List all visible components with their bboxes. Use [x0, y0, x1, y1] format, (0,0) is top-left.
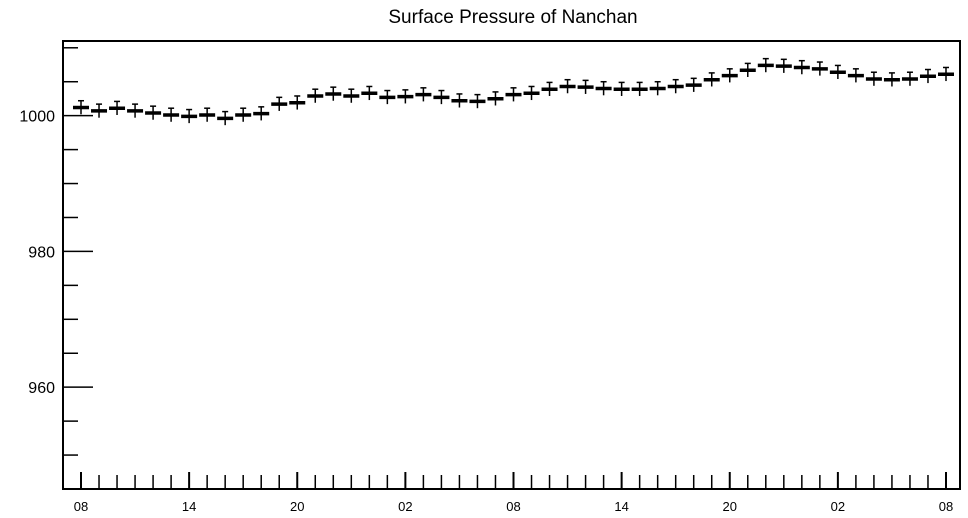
data-point [235, 107, 252, 122]
data-point [379, 89, 396, 105]
data-point [541, 81, 558, 96]
data-point [181, 108, 198, 124]
data-point [163, 107, 180, 122]
data-point [739, 62, 756, 77]
x-tick-label: 02 [398, 499, 412, 514]
data-point [631, 81, 648, 96]
data-point [343, 88, 360, 103]
data-point [145, 105, 162, 120]
data-point [865, 71, 882, 86]
x-tick-label: 08 [506, 499, 520, 514]
data-point [703, 72, 720, 87]
data-point [415, 87, 432, 102]
data-point [613, 81, 630, 96]
x-tick-label: 08 [939, 499, 953, 514]
data-point [577, 79, 594, 94]
data-point [487, 91, 504, 106]
data-point [109, 100, 126, 115]
x-tick-label: 14 [182, 499, 196, 514]
data-point [919, 68, 936, 84]
data-point [199, 107, 216, 122]
data-point [289, 95, 306, 110]
data-point [433, 89, 450, 105]
data-point [469, 93, 486, 109]
data-point [721, 68, 738, 83]
y-tick-label: 1000 [19, 109, 55, 126]
data-point [361, 85, 378, 101]
y-tick-label: 980 [28, 244, 55, 261]
data-point [595, 80, 612, 96]
x-tick-label: 14 [614, 499, 628, 514]
data-point [505, 87, 522, 102]
data-point [127, 103, 144, 118]
x-tick-label: 20 [290, 499, 304, 514]
data-point [523, 85, 540, 101]
y-axis: 960 980 1000 [19, 47, 93, 456]
data-point [667, 78, 684, 94]
data-point [883, 72, 900, 87]
data-point [559, 78, 576, 94]
data-point [901, 71, 918, 86]
data-point [91, 103, 108, 118]
data-point [811, 61, 828, 76]
x-tick-label: 08 [74, 499, 88, 514]
data-point [847, 68, 864, 83]
data-point [397, 89, 414, 104]
data-series [73, 57, 954, 126]
data-point [307, 88, 324, 103]
data-point [325, 86, 342, 101]
data-point [757, 57, 774, 73]
plot-frame [62, 40, 961, 490]
data-point [938, 66, 954, 82]
data-point [685, 77, 702, 92]
data-point [649, 80, 666, 96]
chart-title: Surface Pressure of Nanchan [388, 7, 637, 28]
data-point [73, 99, 89, 115]
x-tick-label: 02 [831, 499, 845, 514]
data-point [271, 96, 288, 111]
data-point [217, 110, 234, 126]
y-tick-label: 960 [28, 380, 55, 397]
data-point [253, 106, 270, 121]
data-point [793, 59, 810, 75]
data-point [829, 64, 846, 80]
x-axis: 08 14 20 02 08 14 20 02 08 [74, 472, 953, 514]
data-point [451, 93, 468, 108]
x-tick-label: 20 [723, 499, 737, 514]
data-point [775, 58, 792, 73]
